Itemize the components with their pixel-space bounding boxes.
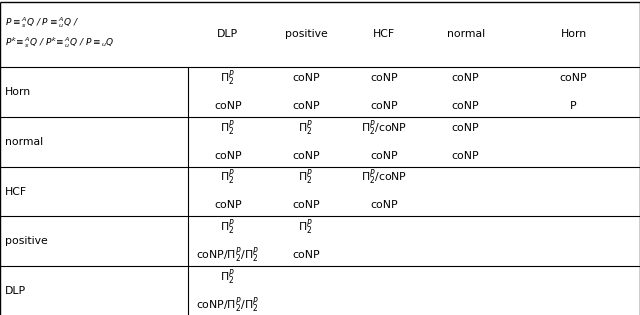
Text: coNP: coNP	[371, 200, 398, 210]
Text: Horn: Horn	[5, 87, 31, 97]
Text: coNP: coNP	[214, 151, 242, 161]
Text: $\Pi_2^P$: $\Pi_2^P$	[220, 218, 236, 237]
Text: $P^k\!\equiv_s^A Q$ / $P^k\!\equiv_u^A Q$ / $P \equiv_u Q$: $P^k\!\equiv_s^A Q$ / $P^k\!\equiv_u^A Q…	[5, 35, 115, 50]
Text: $\Pi_2^P$: $\Pi_2^P$	[298, 218, 314, 237]
Text: $\Pi_2^P$: $\Pi_2^P$	[220, 168, 236, 187]
Text: coNP: coNP	[452, 123, 479, 133]
Text: coNP: coNP	[371, 73, 398, 83]
Text: coNP: coNP	[214, 200, 242, 210]
Text: coNP: coNP	[292, 73, 320, 83]
Text: DLP: DLP	[5, 286, 26, 296]
Text: $P \equiv_s^A Q$ / $P \equiv_u^A Q$ /: $P \equiv_s^A Q$ / $P \equiv_u^A Q$ /	[5, 15, 79, 30]
Text: coNP: coNP	[292, 101, 320, 111]
Text: HCF: HCF	[5, 186, 28, 197]
Text: $\Pi_2^P$/coNP: $\Pi_2^P$/coNP	[361, 168, 408, 187]
Text: coNP: coNP	[559, 73, 588, 83]
Text: coNP: coNP	[371, 151, 398, 161]
Text: $\Pi_2^P$: $\Pi_2^P$	[298, 168, 314, 187]
Text: Horn: Horn	[561, 29, 586, 39]
Text: DLP: DLP	[217, 29, 239, 39]
Text: normal: normal	[5, 137, 44, 147]
Text: coNP: coNP	[371, 101, 398, 111]
Text: coNP/$\Pi_2^P$/$\Pi_2^P$: coNP/$\Pi_2^P$/$\Pi_2^P$	[196, 295, 259, 315]
Text: P: P	[570, 101, 577, 111]
Text: $\Pi_2^P$: $\Pi_2^P$	[220, 267, 236, 287]
Text: coNP: coNP	[452, 151, 479, 161]
Text: coNP: coNP	[292, 151, 320, 161]
Text: coNP/$\Pi_2^P$/$\Pi_2^P$: coNP/$\Pi_2^P$/$\Pi_2^P$	[196, 245, 259, 265]
Text: coNP: coNP	[452, 73, 479, 83]
Text: HCF: HCF	[373, 29, 396, 39]
Text: coNP: coNP	[214, 101, 242, 111]
Text: positive: positive	[5, 236, 48, 246]
Text: $\Pi_2^P$: $\Pi_2^P$	[220, 118, 236, 138]
Text: positive: positive	[285, 29, 327, 39]
Text: $\Pi_2^P$: $\Pi_2^P$	[220, 68, 236, 88]
Text: coNP: coNP	[452, 101, 479, 111]
Text: normal: normal	[447, 29, 484, 39]
Text: $\Pi_2^P$/coNP: $\Pi_2^P$/coNP	[361, 118, 408, 138]
Text: $\Pi_2^P$: $\Pi_2^P$	[298, 118, 314, 138]
Text: coNP: coNP	[292, 200, 320, 210]
Text: coNP: coNP	[292, 250, 320, 260]
